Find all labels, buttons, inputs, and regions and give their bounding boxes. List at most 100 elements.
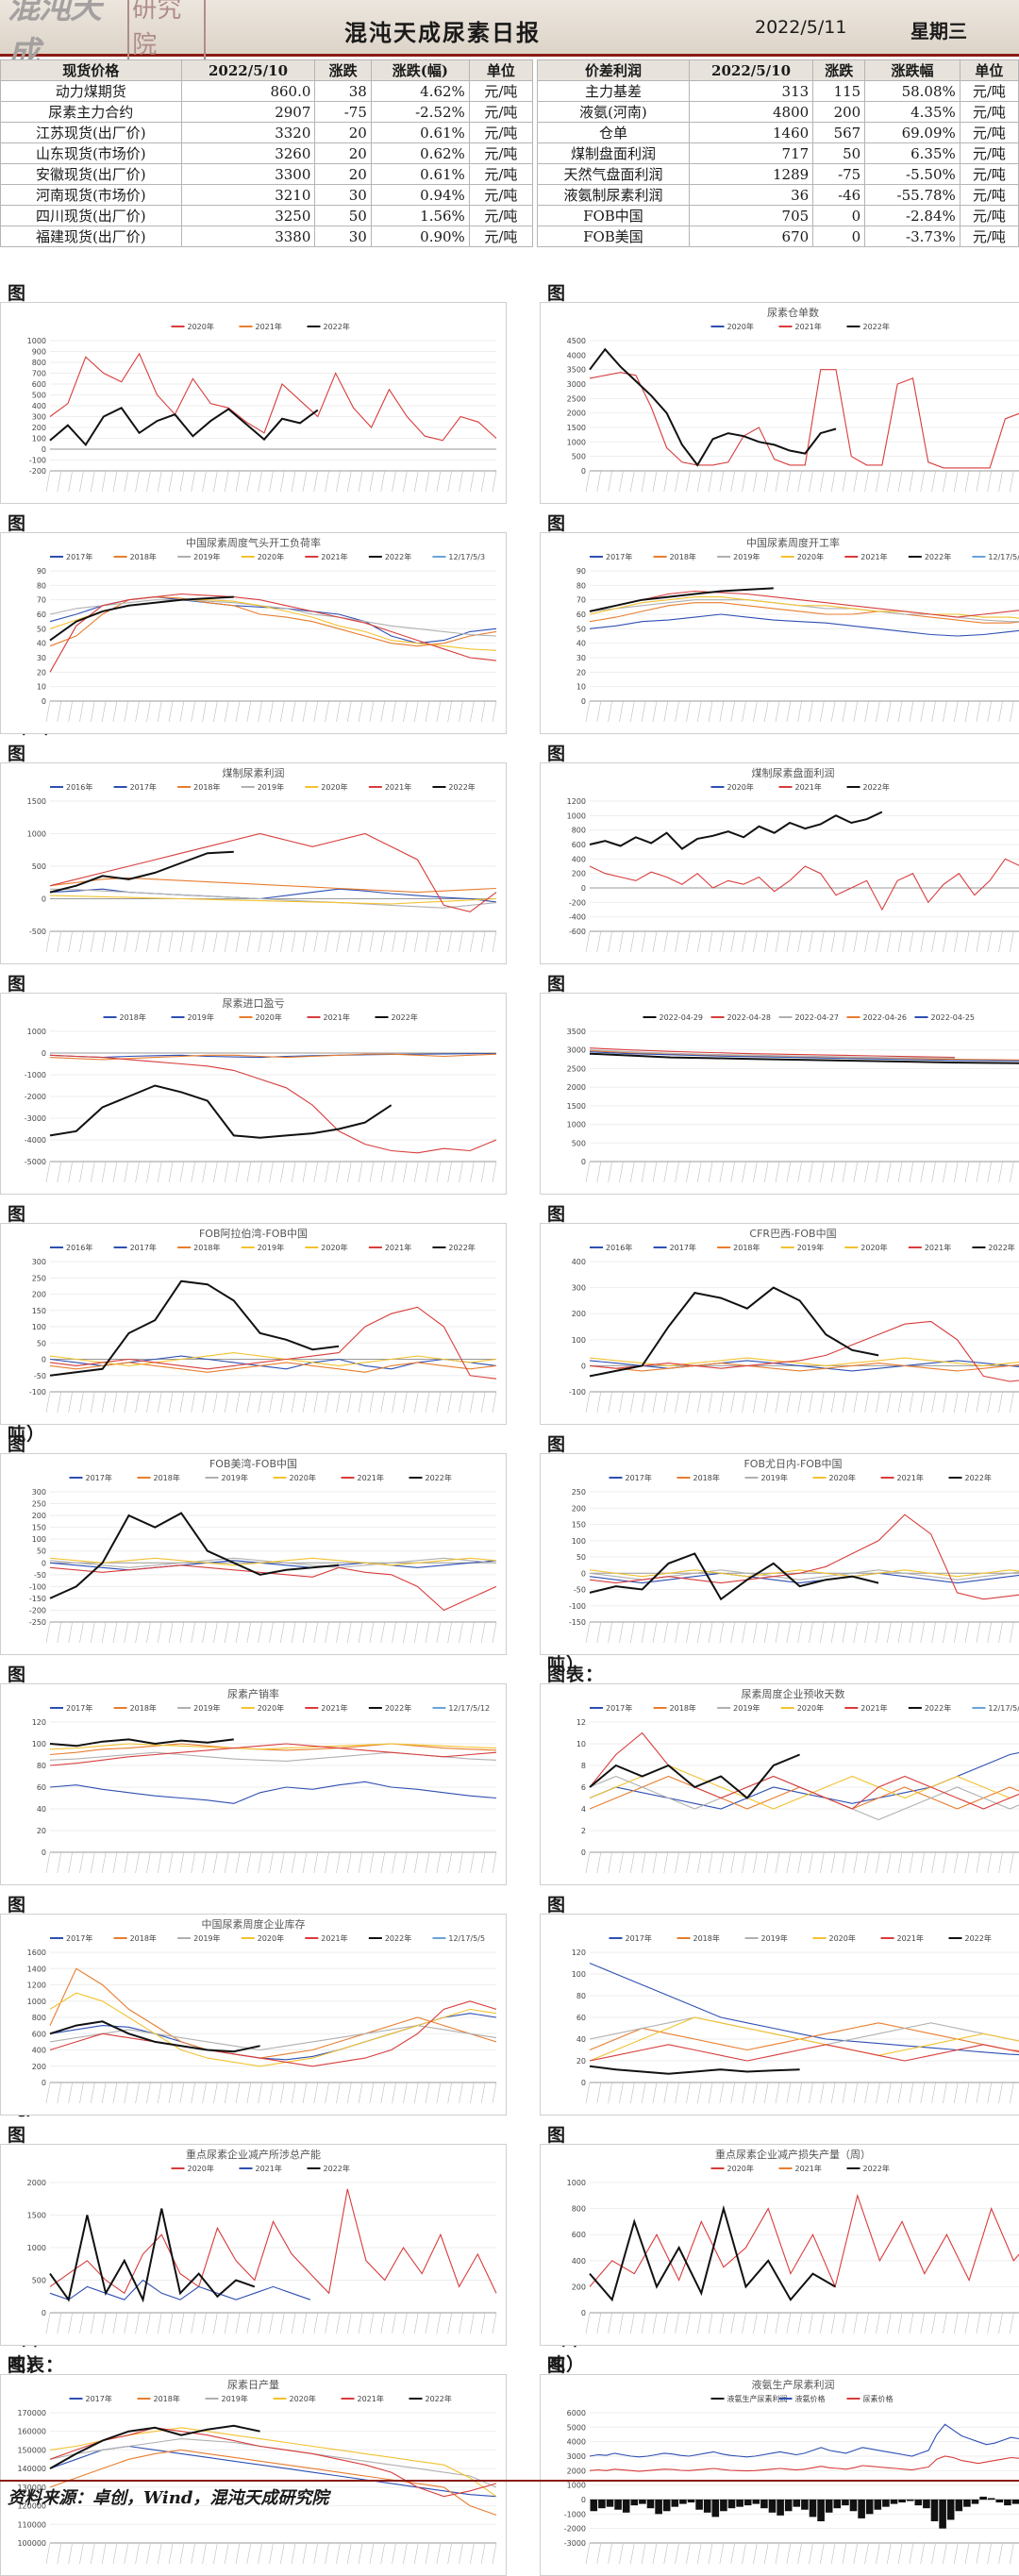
x-tick-mark <box>854 2313 858 2333</box>
legend-label: 2019年 <box>258 782 284 792</box>
bar-mark <box>1004 2500 1011 2505</box>
x-tick-mark <box>136 701 140 722</box>
x-tick-mark <box>597 471 601 492</box>
y-tick-label: -50 <box>34 1571 46 1580</box>
y-tick-label: 0 <box>581 467 586 476</box>
x-tick-mark <box>820 931 824 952</box>
column-header: 现货价格 <box>1 60 182 81</box>
y-tick-label: 500 <box>572 1139 586 1147</box>
x-tick-mark <box>46 931 50 952</box>
x-tick-mark <box>988 2543 992 2564</box>
x-tick-mark <box>653 2313 657 2333</box>
y-tick-label: 300 <box>32 1488 46 1497</box>
x-tick-mark <box>898 2083 902 2103</box>
series-line <box>50 2426 260 2468</box>
x-tick-mark <box>597 2313 601 2333</box>
x-tick-mark <box>988 1622 992 1643</box>
x-tick-mark <box>642 1852 645 1873</box>
y-tick-label: 1500 <box>27 797 46 806</box>
x-tick-mark <box>236 1162 240 1182</box>
table-cell: 元/吨 <box>469 164 532 185</box>
x-tick-mark <box>709 2543 712 2564</box>
y-tick-label: 1000 <box>567 1121 586 1129</box>
chart-svg: FOB阿拉伯湾-FOB中国2016年 2017年 2018年 2019年 2020年 20… <box>1 1224 506 1424</box>
y-tick-label: 50 <box>576 625 586 633</box>
x-tick-mark <box>158 471 161 492</box>
x-tick-mark <box>125 2083 128 2103</box>
chart-frame: 尿素日产量 2017年 2018年 2019年 2020年 2021年 2022年 17000… <box>0 2374 507 2576</box>
x-tick-mark <box>481 1852 485 1873</box>
y-tick-label: 0 <box>581 1158 586 1166</box>
table-cell: 福建现货(出厂价) <box>1 226 182 247</box>
x-tick-mark <box>586 1392 590 1413</box>
x-tick-mark <box>225 931 228 952</box>
x-tick-mark <box>898 1852 902 1873</box>
x-tick-mark <box>609 931 612 952</box>
bar-mark <box>655 2500 662 2514</box>
x-tick-mark <box>470 1622 474 1643</box>
y-tick-label: 1400 <box>27 1965 46 1973</box>
y-tick-label: 0 <box>581 1362 586 1370</box>
y-tick-label: 400 <box>32 402 46 410</box>
x-tick-mark <box>102 1162 106 1182</box>
table-cell: 元/吨 <box>960 123 1018 143</box>
x-tick-mark <box>676 2543 679 2564</box>
x-tick-mark <box>965 1162 969 1182</box>
x-tick-mark <box>720 2543 724 2564</box>
x-tick-mark <box>393 701 396 722</box>
series-line <box>50 2209 255 2300</box>
table-cell: 200 <box>813 102 865 123</box>
y-tick-label: 6 <box>581 1783 586 1792</box>
table-cell: 3380 <box>181 226 315 247</box>
x-tick-mark <box>898 1392 902 1413</box>
bar-mark <box>688 2500 695 2502</box>
table-cell: 50 <box>813 143 865 164</box>
x-tick-mark <box>280 2313 284 2333</box>
x-tick-mark <box>597 1162 601 1182</box>
table-cell: 0 <box>813 226 865 247</box>
x-tick-mark <box>977 2313 980 2333</box>
x-tick-mark <box>743 1622 746 1643</box>
x-tick-mark <box>58 931 61 952</box>
table-cell: 50 <box>315 206 371 226</box>
y-tick-label: 600 <box>572 2231 586 2239</box>
x-tick-mark <box>697 2083 701 2103</box>
chart-legend: 2020年 2021年 2022年 <box>711 782 890 792</box>
x-tick-mark <box>192 471 195 492</box>
x-tick-mark <box>954 701 958 722</box>
x-tick-mark <box>876 471 879 492</box>
y-tick-label: 1500 <box>27 2212 46 2220</box>
table-row: FOB美国 670 0 -3.73% 元/吨 <box>538 226 1019 247</box>
x-tick-mark <box>753 1622 757 1643</box>
chart-frame: 尿素产销率 2017年 2018年 2019年 2020年 2021年 2022年 12/17… <box>0 1683 507 1885</box>
chart-svg: 中国尿素周度开工率2017年 2018年 2019年 2020年 2021年 2022年 1… <box>541 533 1019 733</box>
x-tick-mark <box>609 2083 612 2103</box>
x-tick-mark <box>854 1392 858 1413</box>
bar-mark <box>963 2500 971 2507</box>
legend-label: 2022年 <box>324 322 350 331</box>
x-tick-mark <box>470 1852 474 1873</box>
y-tick-label: 500 <box>32 2277 46 2285</box>
x-tick-mark <box>270 1852 274 1873</box>
x-tick-mark <box>459 931 463 952</box>
y-tick-label: 0 <box>42 697 46 706</box>
x-tick-mark <box>753 2543 757 2564</box>
chart-legend: 2017年2018年2019年2020年2021年2022年12/17/5/5 <box>590 1703 1019 1713</box>
legend-label: 2021年 <box>795 322 822 331</box>
y-tick-label: 400 <box>572 855 586 863</box>
y-tick-label: 70 <box>37 596 46 605</box>
y-tick-label: 20 <box>37 668 46 677</box>
y-tick-label: 30 <box>37 654 46 662</box>
footer-divider <box>0 2480 1019 2482</box>
x-tick-mark <box>459 1622 463 1643</box>
x-tick-mark <box>619 471 623 492</box>
series-line <box>50 2189 496 2293</box>
x-tick-mark <box>910 931 913 952</box>
x-tick-mark <box>854 1622 858 1643</box>
chart-frame: 尿素仓单数 2020年 2021年 2022年 4500 4000 3500 3000 2500… <box>540 302 1019 504</box>
series-line <box>590 2196 1019 2287</box>
x-tick-mark <box>653 1622 657 1643</box>
x-tick-mark <box>810 1852 813 1873</box>
x-tick-mark <box>664 2083 668 2103</box>
x-tick-mark <box>169 1392 173 1413</box>
